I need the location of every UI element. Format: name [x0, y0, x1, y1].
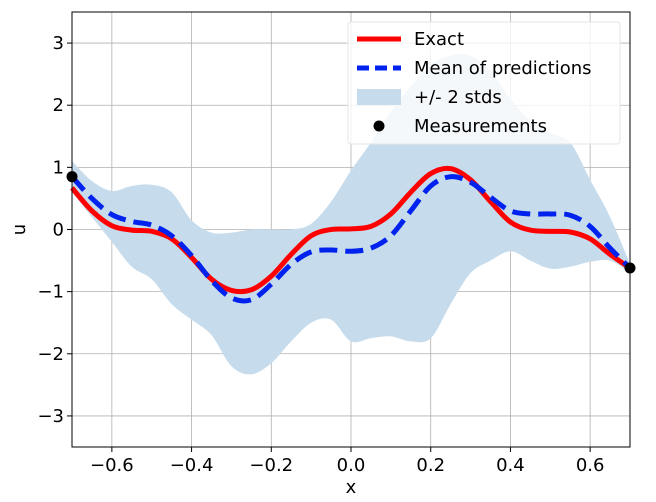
y-tick-label-4: 1	[53, 157, 64, 178]
legend-background	[347, 21, 621, 145]
series-lines-layer	[70, 165, 632, 304]
x-tick-label-6: 0.6	[576, 455, 605, 476]
series-line-mean	[70, 174, 632, 304]
y-tick-label-6: 3	[53, 33, 64, 54]
legend-swatch-std-band	[357, 89, 401, 105]
legend-label-std-band: +/- 2 stds	[414, 87, 502, 108]
legend-label-measurements: Measurements	[414, 116, 547, 137]
y-tick-label-1: −2	[37, 344, 64, 365]
x-tick-label-4: 0.2	[416, 455, 445, 476]
y-axis-label: u	[9, 224, 30, 235]
x-axis-ticks: −0.6 −0.4 −0.2 0.0 0.2 0.4 0.6	[90, 447, 604, 476]
y-tick-label-2: −1	[37, 282, 64, 303]
x-tick-label-5: 0.4	[496, 455, 525, 476]
x-tick-label-2: −0.2	[249, 455, 293, 476]
y-axis-ticks: −3 −2 −1 0 1 2 3	[37, 33, 72, 427]
series-line-exact	[70, 165, 632, 295]
y-tick-label-5: 2	[53, 95, 64, 116]
x-tick-label-1: −0.4	[170, 455, 214, 476]
legend-swatch-measurements	[373, 120, 385, 132]
legend-label-mean: Mean of predictions	[414, 58, 592, 79]
legend: Exact Mean of predictions +/- 2 stds Mea…	[347, 21, 621, 145]
legend-label-exact: Exact	[414, 29, 464, 50]
y-tick-label-3: 0	[53, 220, 64, 241]
x-tick-label-0: −0.6	[90, 455, 134, 476]
x-axis-label: x	[346, 477, 357, 498]
x-tick-label-3: 0.0	[337, 455, 366, 476]
y-tick-label-0: −3	[37, 406, 64, 427]
